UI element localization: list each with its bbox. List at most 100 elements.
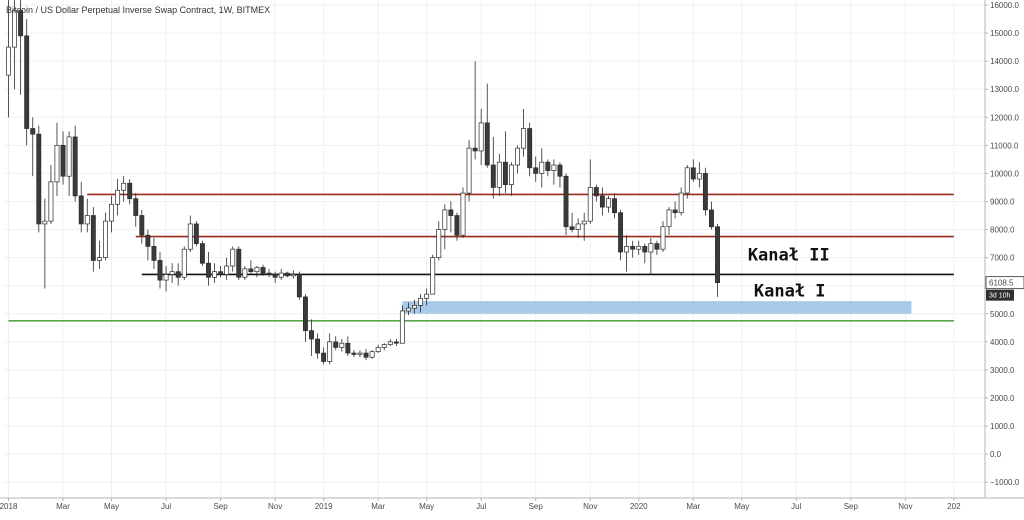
candle-body xyxy=(363,352,369,358)
candle-bearish xyxy=(151,237,157,269)
candle-bullish xyxy=(521,108,527,157)
candle-body xyxy=(642,246,648,253)
candle-body xyxy=(42,220,48,225)
channel-label: Kanał I xyxy=(754,281,826,301)
candle-body xyxy=(151,246,157,261)
candle-body xyxy=(139,215,145,236)
candle-bearish xyxy=(236,246,242,281)
candle-bullish xyxy=(121,176,127,202)
candle-bullish xyxy=(587,159,593,224)
candle-body xyxy=(618,212,624,253)
candle-bullish xyxy=(115,179,121,216)
x-tick-label: 2019 xyxy=(315,502,333,511)
candle-bullish xyxy=(290,270,296,279)
candle-bullish xyxy=(187,215,193,253)
candle-body xyxy=(612,198,617,214)
candle-body xyxy=(60,145,66,177)
candle-body xyxy=(666,209,672,228)
candle-bearish xyxy=(630,240,636,258)
candle-body xyxy=(575,223,581,230)
x-tick-label: 2018 xyxy=(0,502,18,511)
candle-body xyxy=(393,341,399,344)
candle-body xyxy=(569,226,575,230)
candle-body xyxy=(127,182,133,200)
candle-body xyxy=(36,133,42,225)
candle-bearish xyxy=(321,347,327,365)
candle-bullish xyxy=(581,212,587,241)
candle-bearish xyxy=(248,260,254,275)
x-tick-label: Jul xyxy=(161,502,171,511)
y-tick-label: 16000.0 xyxy=(990,1,1019,10)
candle-bullish xyxy=(418,294,424,313)
candle-bullish xyxy=(551,159,557,185)
candle-body xyxy=(545,161,551,171)
candle-body xyxy=(175,271,181,278)
candle-bullish xyxy=(327,333,333,365)
candle-bearish xyxy=(642,243,648,264)
candle-bullish xyxy=(605,195,611,213)
candle-bullish xyxy=(478,108,484,165)
candle-body xyxy=(496,161,502,188)
candle-body xyxy=(430,257,436,295)
candle-bullish xyxy=(357,350,363,358)
candle-bullish xyxy=(430,254,436,295)
candle-bearish xyxy=(454,212,460,241)
candle-bearish xyxy=(563,173,569,236)
last-price-tag: 6108.5 3d 10h xyxy=(985,276,1024,301)
candle-body xyxy=(321,352,327,362)
candle-bullish xyxy=(212,263,217,283)
candle-body xyxy=(296,274,302,298)
candle-bullish xyxy=(169,263,175,283)
candle-body xyxy=(678,192,684,214)
candle-body xyxy=(115,189,121,205)
candle-body xyxy=(278,272,284,278)
candle-bullish xyxy=(442,204,448,250)
candle-bearish xyxy=(351,350,357,358)
candle-body xyxy=(448,209,454,216)
candle-bearish xyxy=(345,336,351,356)
x-tick-label: Sep xyxy=(529,502,544,511)
candle-body xyxy=(309,330,314,340)
candle-body xyxy=(224,265,230,275)
candle-body xyxy=(357,352,363,355)
candle-body xyxy=(236,248,242,278)
candle-bullish xyxy=(660,221,666,253)
candle-body xyxy=(406,307,411,312)
candle-bearish xyxy=(593,184,599,202)
candle-body xyxy=(593,187,599,197)
candle-bearish xyxy=(533,156,539,182)
candle-bearish xyxy=(296,271,302,300)
support-zone xyxy=(402,301,912,314)
candle-body xyxy=(636,246,642,250)
candle-body xyxy=(605,198,611,208)
candle-body xyxy=(472,147,478,152)
candle-body xyxy=(715,226,720,284)
candle-body xyxy=(24,35,30,129)
candle-body xyxy=(96,257,102,261)
candle-bearish xyxy=(90,207,96,272)
candle-body xyxy=(490,164,496,188)
candle-body xyxy=(624,246,630,253)
candle-body xyxy=(12,10,18,48)
candle-bearish xyxy=(363,348,369,361)
x-tick-label: 2020 xyxy=(630,502,648,511)
candle-bearish xyxy=(157,252,163,289)
candle-body xyxy=(648,243,654,253)
candle-body xyxy=(90,215,96,261)
candle-body xyxy=(145,234,151,247)
candle-bearish xyxy=(333,336,339,351)
candles xyxy=(6,0,720,365)
candle-body xyxy=(266,272,272,275)
candle-bullish xyxy=(375,344,381,354)
candle-bearish xyxy=(654,240,660,255)
candle-body xyxy=(230,248,236,267)
candle-body xyxy=(351,352,357,355)
candle-bearish xyxy=(78,181,84,233)
candle-bearish xyxy=(218,266,224,278)
candle-body xyxy=(581,220,587,225)
candle-bearish xyxy=(484,83,490,168)
x-tick-label: Jul xyxy=(476,502,486,511)
candle-bearish xyxy=(24,19,30,146)
candle-body xyxy=(539,161,545,174)
